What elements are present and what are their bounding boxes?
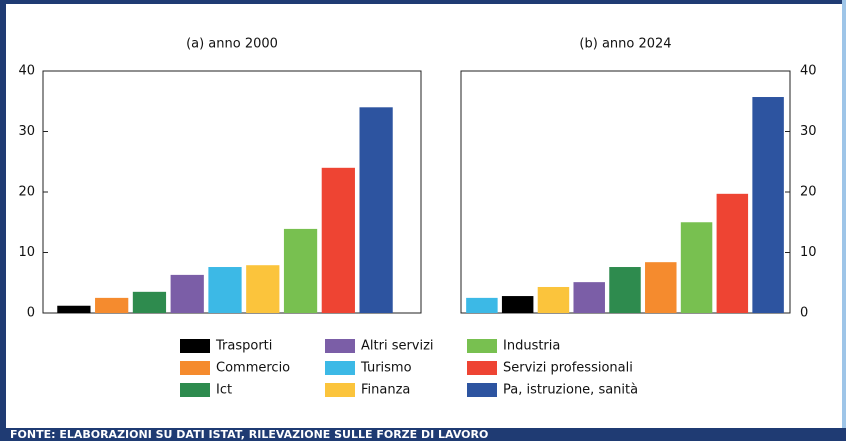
bar [283, 228, 318, 313]
bar [716, 193, 749, 313]
bar [95, 297, 129, 313]
panel-title: (b) anno 2024 [579, 37, 671, 52]
legend-swatch [325, 383, 355, 397]
legend-label: Ict [216, 383, 232, 398]
y-tick-label: 30 [800, 124, 817, 139]
legend-label: Finanza [361, 383, 410, 398]
legend-label: Trasporti [215, 339, 272, 354]
bar [645, 262, 677, 313]
y-tick-label: 0 [27, 306, 35, 321]
bar [680, 222, 713, 313]
legend-label: Pa, istruzione, sanità [503, 383, 638, 398]
bar [321, 167, 355, 313]
frame-right [842, 0, 846, 441]
legend-label: Servizi professionali [503, 361, 633, 376]
legend-swatch [325, 339, 355, 353]
legend-label: Commercio [216, 361, 290, 376]
legend-swatch [467, 361, 497, 375]
bar [132, 291, 167, 313]
bar [208, 267, 242, 313]
y-tick-label: 0 [800, 306, 808, 321]
y-tick-label: 20 [800, 185, 817, 200]
panel-title: (a) anno 2000 [186, 37, 278, 52]
bar [609, 267, 641, 313]
bar [359, 107, 393, 313]
bar [246, 265, 280, 313]
legend-swatch [180, 339, 210, 353]
bar [501, 296, 534, 313]
y-tick-label: 40 [18, 64, 35, 79]
y-tick-label: 40 [800, 64, 817, 79]
source: FONTE: ELABORAZIONI SU DATI ISTAT, RILEV… [10, 428, 488, 441]
legend-swatch [325, 361, 355, 375]
frame-top [0, 0, 846, 4]
legend-swatch [467, 383, 497, 397]
legend-swatch [180, 383, 210, 397]
y-tick-label: 10 [18, 245, 35, 260]
legend-label: Industria [503, 339, 560, 354]
legend-swatch [467, 339, 497, 353]
bar [466, 297, 498, 313]
legend-label: Turismo [360, 361, 412, 376]
source-band [0, 428, 846, 441]
bar [170, 274, 204, 313]
bar [537, 286, 570, 313]
y-tick-label: 30 [18, 124, 35, 139]
bar [57, 305, 91, 313]
y-tick-label: 20 [18, 185, 35, 200]
y-tick-label: 10 [800, 245, 817, 260]
frame-left [0, 0, 6, 441]
bar [752, 97, 784, 313]
legend-swatch [180, 361, 210, 375]
bar [573, 282, 605, 313]
legend-label: Altri servizi [361, 339, 434, 354]
